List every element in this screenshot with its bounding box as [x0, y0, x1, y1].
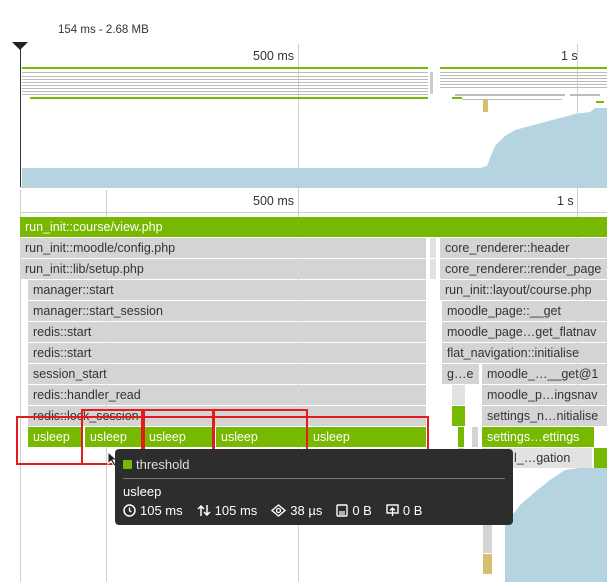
frame-settings-nitialise[interactable]: settings_n…nitialise	[482, 406, 607, 426]
frame-sliver[interactable]	[472, 427, 478, 447]
frame-sliver[interactable]	[430, 238, 436, 258]
frame-layout-course[interactable]: run_init::layout/course.php	[440, 280, 607, 300]
flame-tick-500ms: 500 ms	[253, 194, 294, 208]
flame-gridline	[20, 190, 21, 582]
overview-tick-1s: 1 s	[561, 49, 578, 63]
tooltip-cpu-time: 38 µs	[290, 503, 323, 518]
frame-redis-start[interactable]: redis::start	[28, 343, 426, 363]
self-time-icon	[197, 504, 211, 517]
frame-settings-ettings[interactable]: settings…ettings	[482, 427, 594, 447]
frame-moodle-ingsnav[interactable]: moodle_p…ingsnav	[482, 385, 607, 405]
cpu-icon	[271, 504, 287, 517]
frame-usleep[interactable]: usleep	[85, 427, 142, 447]
frame-usleep[interactable]: usleep	[28, 427, 83, 447]
frame-core-renderer-header[interactable]: core_renderer::header	[440, 238, 607, 258]
frame-sliver[interactable]	[430, 259, 436, 279]
overview-gridline	[298, 44, 299, 190]
frame-moodle-page-get-flatnav[interactable]: moodle_page…get_flatnav	[442, 322, 607, 342]
frame-setup[interactable]: run_init::lib/setup.php	[20, 259, 426, 279]
frame-sliver-green[interactable]	[458, 427, 464, 447]
frame-manager-start-session[interactable]: manager::start_session	[28, 301, 426, 321]
frame-sliver-green[interactable]	[594, 448, 607, 468]
tooltip-category: threshold	[136, 457, 190, 472]
peak-memory-icon	[386, 504, 399, 516]
overview-tick-500ms: 500 ms	[253, 49, 294, 63]
frame-flat-navigation-initialise[interactable]: flat_navigation::initialise	[442, 343, 607, 363]
tooltip-separator	[123, 478, 505, 479]
overview-range-label: 154 ms - 2.68 MB	[58, 24, 149, 36]
tooltip-frame-name: usleep	[123, 484, 162, 499]
frame-session-start[interactable]: session_start	[28, 364, 426, 384]
frame-moodle-get1[interactable]: moodle_…__get@1	[482, 364, 607, 384]
overview-panel[interactable]: 154 ms - 2.68 MB 500 ms 1 s	[0, 0, 607, 190]
flame-axis-line	[20, 212, 607, 213]
frame-handler-read[interactable]: redis::handler_read	[28, 385, 426, 405]
frame-redis-start[interactable]: redis::start	[28, 322, 426, 342]
frame-sliver[interactable]	[483, 554, 492, 574]
frame-manager-start[interactable]: manager::start	[28, 280, 426, 300]
frame-root[interactable]: run_init::course/view.php	[20, 217, 607, 237]
clock-icon	[123, 504, 136, 517]
memory-icon	[336, 504, 349, 517]
tooltip-self-time: 105 ms	[214, 503, 258, 518]
frame-usleep[interactable]: usleep	[308, 427, 426, 447]
frame-ge[interactable]: g…e	[442, 364, 479, 384]
frame-moodle-page-get[interactable]: moodle_page::__get	[442, 301, 607, 321]
frame-tooltip: threshold usleep 105 ms 105 ms 38 µs 0 B…	[115, 449, 513, 525]
frame-sliver[interactable]	[452, 385, 465, 405]
overview-baseline	[20, 187, 607, 188]
flame-tick-1s: 1 s	[557, 194, 574, 208]
category-color-swatch	[123, 460, 132, 469]
tooltip-total-time: 105 ms	[140, 503, 183, 518]
tooltip-peak-memory: 0 B	[402, 503, 423, 518]
frame-config[interactable]: run_init::moodle/config.php	[20, 238, 426, 258]
overview-chart	[22, 67, 607, 187]
playhead-line	[20, 45, 21, 188]
frame-sliver-green[interactable]	[452, 406, 465, 426]
tooltip-memory: 0 B	[352, 503, 372, 518]
frame-usleep[interactable]: usleep	[144, 427, 213, 447]
frame-usleep[interactable]: usleep	[216, 427, 306, 447]
frame-core-renderer-render-page[interactable]: core_renderer::render_page	[440, 259, 607, 279]
